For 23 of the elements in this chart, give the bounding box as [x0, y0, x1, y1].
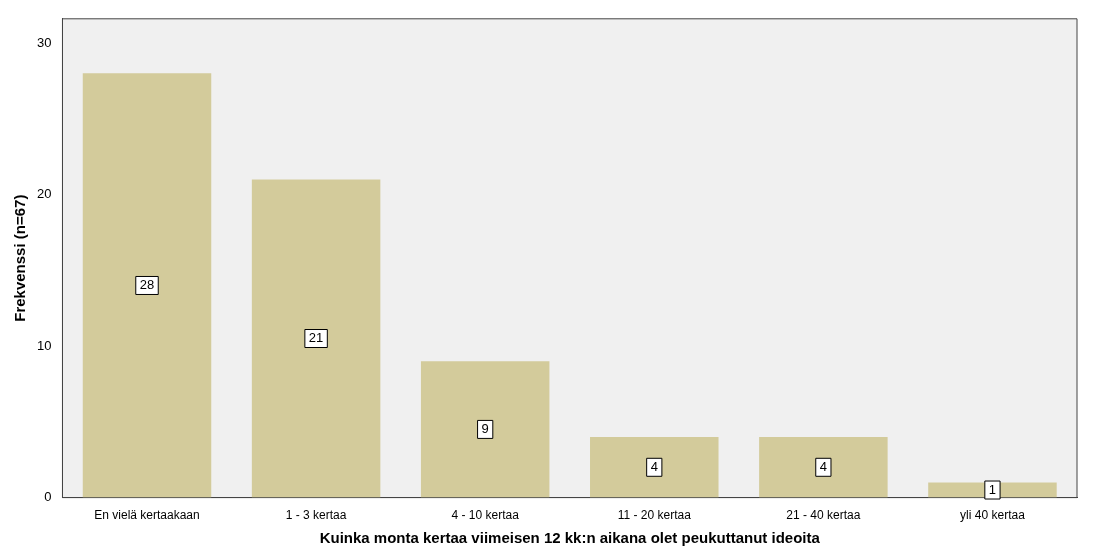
bar [590, 436, 719, 498]
y-tick-label: 30 [36, 34, 52, 50]
data-label: 1 [988, 481, 997, 497]
x-axis-title: Kuinka monta kertaa viimeisen 12 kk:n aikana olet peukuttanut ideoita [319, 529, 821, 547]
data-label: 4 [819, 458, 827, 474]
x-tick-label: 11 - 20 kertaa [617, 508, 692, 523]
x-tick-label: En vielä kertaakaan [94, 508, 200, 523]
x-tick-label: yli 40 kertaa [960, 508, 1026, 523]
bar [251, 179, 381, 498]
x-tick-label: 1 - 3 kertaa [285, 508, 347, 523]
data-label: 4 [650, 458, 658, 474]
bar [82, 73, 212, 498]
data-label: 28 [139, 277, 155, 293]
y-axis-title: Frekvenssi (n=67) [11, 194, 29, 322]
bar [420, 361, 550, 498]
bar [759, 436, 888, 498]
y-tick-label: 10 [36, 337, 52, 353]
data-label: 9 [481, 420, 489, 436]
x-tick-label: 21 - 40 kertaa [786, 508, 861, 523]
y-tick-label: 20 [36, 186, 52, 202]
y-tick-label: 0 [44, 489, 52, 505]
data-label: 21 [308, 330, 324, 346]
x-tick-label: 4 - 10 kertaa [451, 508, 520, 523]
